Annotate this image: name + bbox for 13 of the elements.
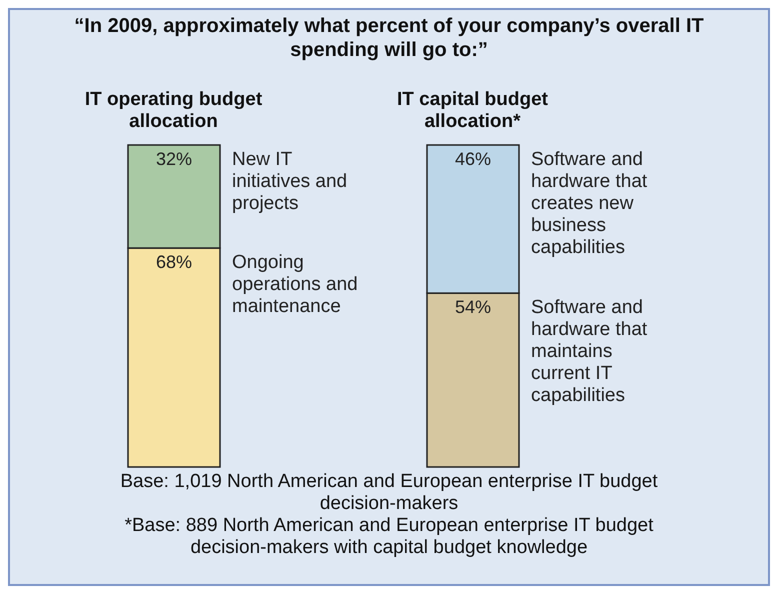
x-tick-label: IT capital budget allocation* bbox=[397, 89, 549, 132]
text: *Base: 889 North American and European enterprise IT budget decision-makers with capital budget knowledge bbox=[124, 515, 654, 559]
series-label: New IT initiatives and projects bbox=[232, 149, 348, 214]
data-label: 68% bbox=[156, 252, 192, 272]
data-label: 46% bbox=[454, 149, 492, 169]
series-label: Ongoing operations and maintenance bbox=[232, 252, 358, 318]
series-label: Software and hardware that creates new business capabilities bbox=[531, 149, 648, 258]
chart-title: “In 2009, approximately what percent of your company’s overall IT spending will go to:” bbox=[73, 14, 705, 62]
x-tick-label: IT operating budget allocation bbox=[84, 89, 263, 132]
text: Base: 1,019 North American and European enterprise IT budget decision-makers bbox=[119, 471, 659, 515]
data-label: 32% bbox=[156, 149, 192, 169]
series-label: Software and hardware that maintains current IT capabilities bbox=[531, 297, 648, 406]
data-label: 54% bbox=[454, 297, 492, 318]
